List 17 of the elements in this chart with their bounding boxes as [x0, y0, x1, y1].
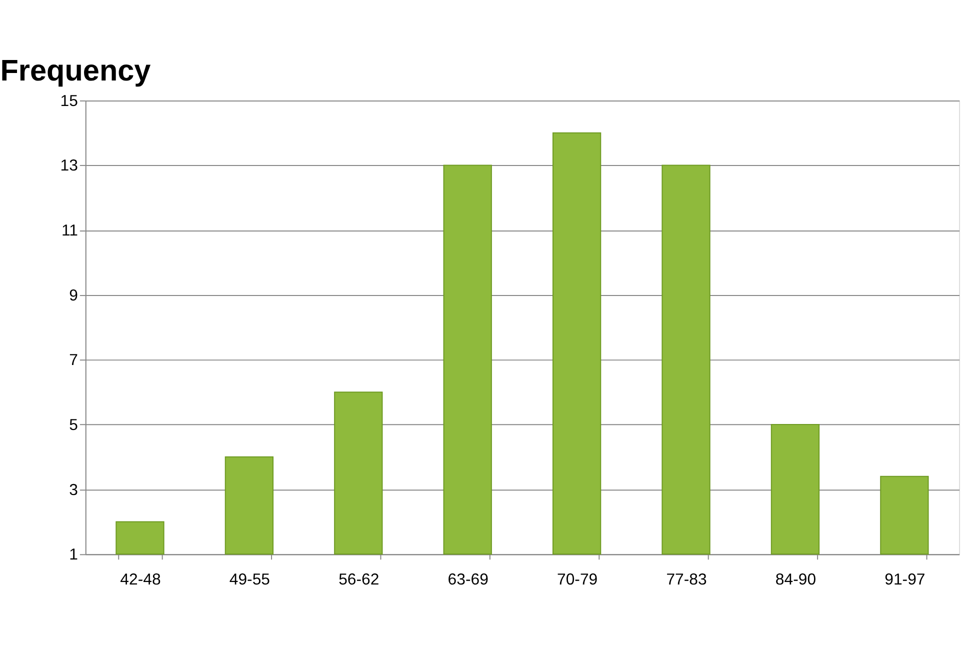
chart-title: Frequency — [0, 54, 152, 88]
x-tick-label: 70-79 — [557, 571, 598, 588]
x-tick-label: 91-97 — [884, 571, 926, 588]
y-tick-label: 15 — [60, 92, 78, 110]
x-tick-label: 56-62 — [338, 571, 380, 588]
x-tick-label: 63-69 — [448, 571, 489, 588]
x-tick-label: 84-90 — [775, 571, 816, 588]
y-tick-label: 5 — [69, 416, 78, 434]
x-tick-label: 42-48 — [120, 571, 161, 588]
x-tick-label: 49-55 — [229, 571, 270, 588]
y-tick-label: 3 — [69, 482, 78, 499]
x-tick-label: 77-83 — [666, 571, 707, 588]
y-tick-label: 11 — [61, 222, 78, 240]
y-tick-label: 9 — [69, 287, 78, 304]
y-tick-label: 7 — [69, 352, 78, 370]
y-tick-label: 13 — [60, 158, 78, 175]
y-tick-label: 1 — [69, 546, 78, 564]
